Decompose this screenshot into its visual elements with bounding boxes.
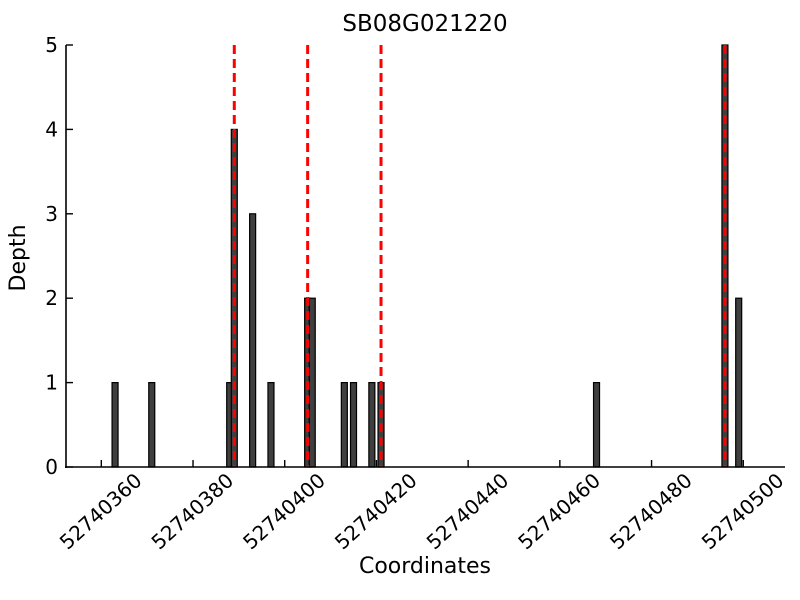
x-axis-label: Coordinates <box>359 554 491 579</box>
depth-bar <box>735 297 743 468</box>
x-tick-label: 52740380 <box>146 468 238 554</box>
y-tick-label: 5 <box>45 33 58 57</box>
chart-title: SB08G021220 <box>342 11 507 37</box>
axes-layer <box>65 44 785 468</box>
x-tick-label: 52740480 <box>605 468 697 554</box>
depth-bar <box>368 382 376 468</box>
x-tick-label: 52740460 <box>513 468 605 554</box>
marker-lines-layer <box>232 45 727 467</box>
depth-bar <box>349 382 358 468</box>
y-axis-label: Depth <box>6 224 31 291</box>
bars-layer <box>111 44 743 468</box>
y-tick-label: 1 <box>45 371 58 395</box>
depth-bar <box>267 382 275 468</box>
depth-bar <box>308 297 316 468</box>
y-tick-label: 0 <box>45 455 58 479</box>
x-tick-label: 52740360 <box>55 468 147 554</box>
depth-bar <box>148 382 156 468</box>
depth-bar <box>340 382 348 468</box>
x-tick-label: 52740440 <box>422 468 514 554</box>
x-tick-label: 52740500 <box>697 468 789 554</box>
y-tick-label: 2 <box>45 286 58 310</box>
y-tick-label: 3 <box>45 202 58 226</box>
depth-bar <box>111 382 119 468</box>
tick-labels-layer: 52740360 52740380 52740400 52740420 52740440… <box>45 33 788 554</box>
depth-bar <box>249 213 257 468</box>
y-tick-label: 4 <box>45 117 58 141</box>
x-tick-label: 52740400 <box>238 468 330 554</box>
depth-bar <box>592 382 601 468</box>
x-tick-label: 52740420 <box>330 468 422 554</box>
